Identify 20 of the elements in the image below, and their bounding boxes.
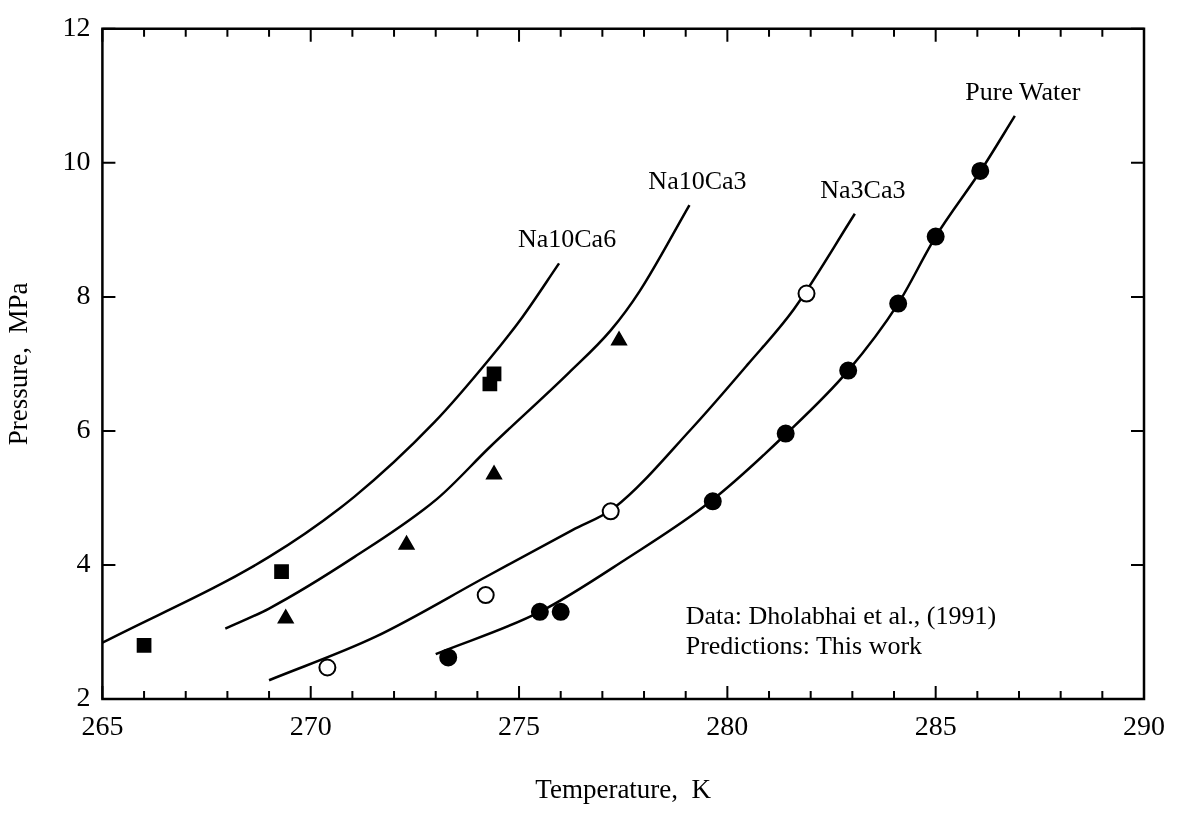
series-label: Na10Ca6 bbox=[517, 224, 617, 254]
x-tick-label: 290 bbox=[1123, 710, 1165, 742]
x-axis-title: Temperature, K bbox=[535, 773, 712, 804]
y-tick-label: 8 bbox=[76, 279, 91, 311]
x-tick-label: 275 bbox=[498, 710, 541, 742]
y-tick-label: 12 bbox=[62, 11, 91, 43]
annotation: Predictions: This work bbox=[685, 631, 923, 660]
x-tick-label: 280 bbox=[706, 710, 749, 742]
y-tick-label: 6 bbox=[76, 413, 91, 445]
y-tick-label: 2 bbox=[76, 681, 91, 713]
y-axis-title: Pressure, MPa bbox=[3, 282, 34, 446]
y-tick-label: 10 bbox=[62, 145, 91, 177]
x-tick-label: 285 bbox=[914, 710, 957, 742]
annotation: Data: Dholabhai et al., (1991) bbox=[685, 601, 997, 630]
y-tick-label: 4 bbox=[76, 547, 91, 579]
series-label: Na3Ca3 bbox=[820, 174, 906, 204]
series-label: Na10Ca3 bbox=[648, 165, 747, 195]
x-tick-label: 270 bbox=[289, 710, 332, 742]
series-label: Pure Water bbox=[965, 76, 1081, 106]
x-tick-label: 265 bbox=[81, 710, 124, 742]
